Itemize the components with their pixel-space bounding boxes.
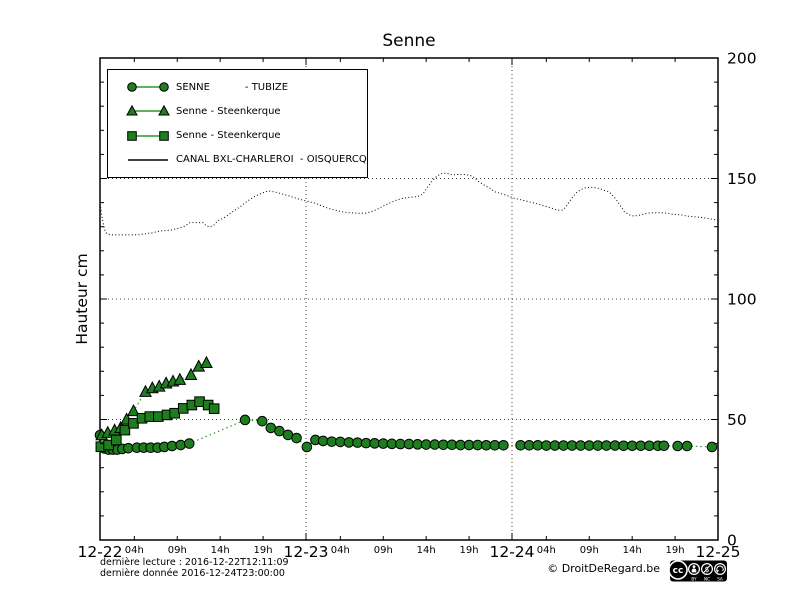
legend-marker-square (127, 130, 169, 141)
marker-circle (166, 440, 178, 452)
axis-ticks (99, 57, 719, 541)
hour-tick-label: 09h (374, 545, 393, 556)
marker-triangle (184, 367, 198, 381)
legend-label: Senne - Steenkerque (176, 105, 281, 117)
day-tick-label: 12-23 (283, 543, 328, 561)
marker-triangle (127, 403, 140, 417)
marker-circle (291, 432, 302, 444)
y-tick-label: 0 (727, 532, 737, 550)
marker-triangle (173, 372, 187, 385)
legend-marker-circle (127, 82, 169, 92)
hour-tick-label: 14h (417, 545, 436, 556)
day-tick-label: 12-24 (489, 543, 534, 561)
last-data-text: dernière donnée 2016-12-24T23:00:00 (100, 567, 285, 579)
marker-circle (681, 440, 693, 452)
hour-tick-label: 19h (460, 545, 479, 556)
y-tick-label: 150 (727, 170, 757, 188)
series-markers-0 (94, 414, 718, 455)
marker-circle (301, 441, 313, 453)
marker-circle (672, 440, 683, 452)
legend-item-0: SENNE - TUBIZE (108, 76, 367, 98)
hour-tick-label: 14h (623, 545, 642, 556)
cc-by-icon (688, 562, 701, 576)
series-markers-2 (95, 396, 220, 453)
cc-by-person-body (691, 568, 697, 573)
cc-logo-text: cc (673, 566, 684, 576)
legend: SENNE - TUBIZE Senne - Steenkerque Senne -… (107, 69, 368, 178)
footer-notes: dernière lecture : 2016-12-22T12:11:09 d… (100, 557, 289, 579)
legend-marker-line (128, 159, 168, 161)
cc-sa-arrow (716, 565, 724, 572)
hour-tick-label: 19h (254, 545, 273, 556)
hour-tick-label: 04h (331, 545, 350, 556)
cc-nc-label: NC (704, 576, 710, 581)
marker-square (119, 424, 131, 436)
marker-circle (175, 439, 186, 451)
marker-circle (274, 425, 285, 437)
legend-item-1: Senne - Steenkerque (108, 100, 367, 122)
cc-logo-icon (668, 560, 688, 580)
legend-item-3: CANAL BXL-CHARLEROI - OISQUERCQ (108, 149, 367, 171)
hour-tick-label: 09h (168, 545, 187, 556)
hour-tick-label: 04h (537, 545, 556, 556)
day-tick-label: 12-22 (77, 543, 122, 561)
hour-tick-label: 14h (211, 545, 230, 556)
marker-circle (256, 415, 268, 427)
legend-label: Senne - Steenkerque (176, 130, 281, 142)
cc-by-person-head (692, 565, 696, 568)
cc-by-label: BY (691, 576, 697, 581)
hour-tick-label: 19h (666, 545, 685, 556)
marker-circle (706, 441, 718, 453)
y-tick-labels: 0 50 100 150 200 (727, 50, 757, 550)
marker-circle (239, 414, 251, 426)
cc-sa-icon (713, 562, 726, 576)
y-tick-label: 100 (727, 291, 757, 309)
cc-license-badge: cc $ BY NC SA (668, 560, 727, 582)
last-reading-text: dernière lecture : 2016-12-22T12:11:09 (100, 557, 289, 568)
day-tick-label: 12-25 (695, 543, 740, 561)
chart-title: Senne (382, 31, 436, 51)
hour-tick-label: 09h (580, 545, 599, 556)
series-line-3 (99, 172, 719, 236)
legend-marker-triangle (126, 105, 170, 116)
cc-sa-label: SA (717, 576, 723, 581)
cc-sa-arrowhead (715, 570, 719, 573)
marker-triangle (200, 355, 213, 368)
marker-square (111, 434, 122, 446)
cc-nc-icon (700, 562, 713, 576)
marker-circle (183, 438, 195, 449)
legend-item-2: Senne - Steenkerque (108, 125, 367, 147)
cc-nc-slash (703, 564, 711, 573)
marker-circle (658, 440, 670, 452)
marker-circle (498, 439, 509, 451)
copyright-text: © DroitDeRegard.be (547, 562, 660, 575)
x-tick-labels: 12-22 12-23 12-24 12-25 04h 09h 14h 19h 04h 09h 14… (77, 543, 740, 561)
legend-label: SENNE - TUBIZE (176, 81, 289, 93)
y-axis-label: Hauteur cm (73, 253, 91, 345)
marker-square (208, 403, 220, 414)
legend-label: CANAL BXL-CHARLEROI - OISQUERCQ (176, 154, 367, 166)
y-tick-label: 200 (727, 50, 757, 68)
hour-tick-label: 04h (125, 545, 144, 556)
y-tick-label: 50 (727, 411, 747, 429)
